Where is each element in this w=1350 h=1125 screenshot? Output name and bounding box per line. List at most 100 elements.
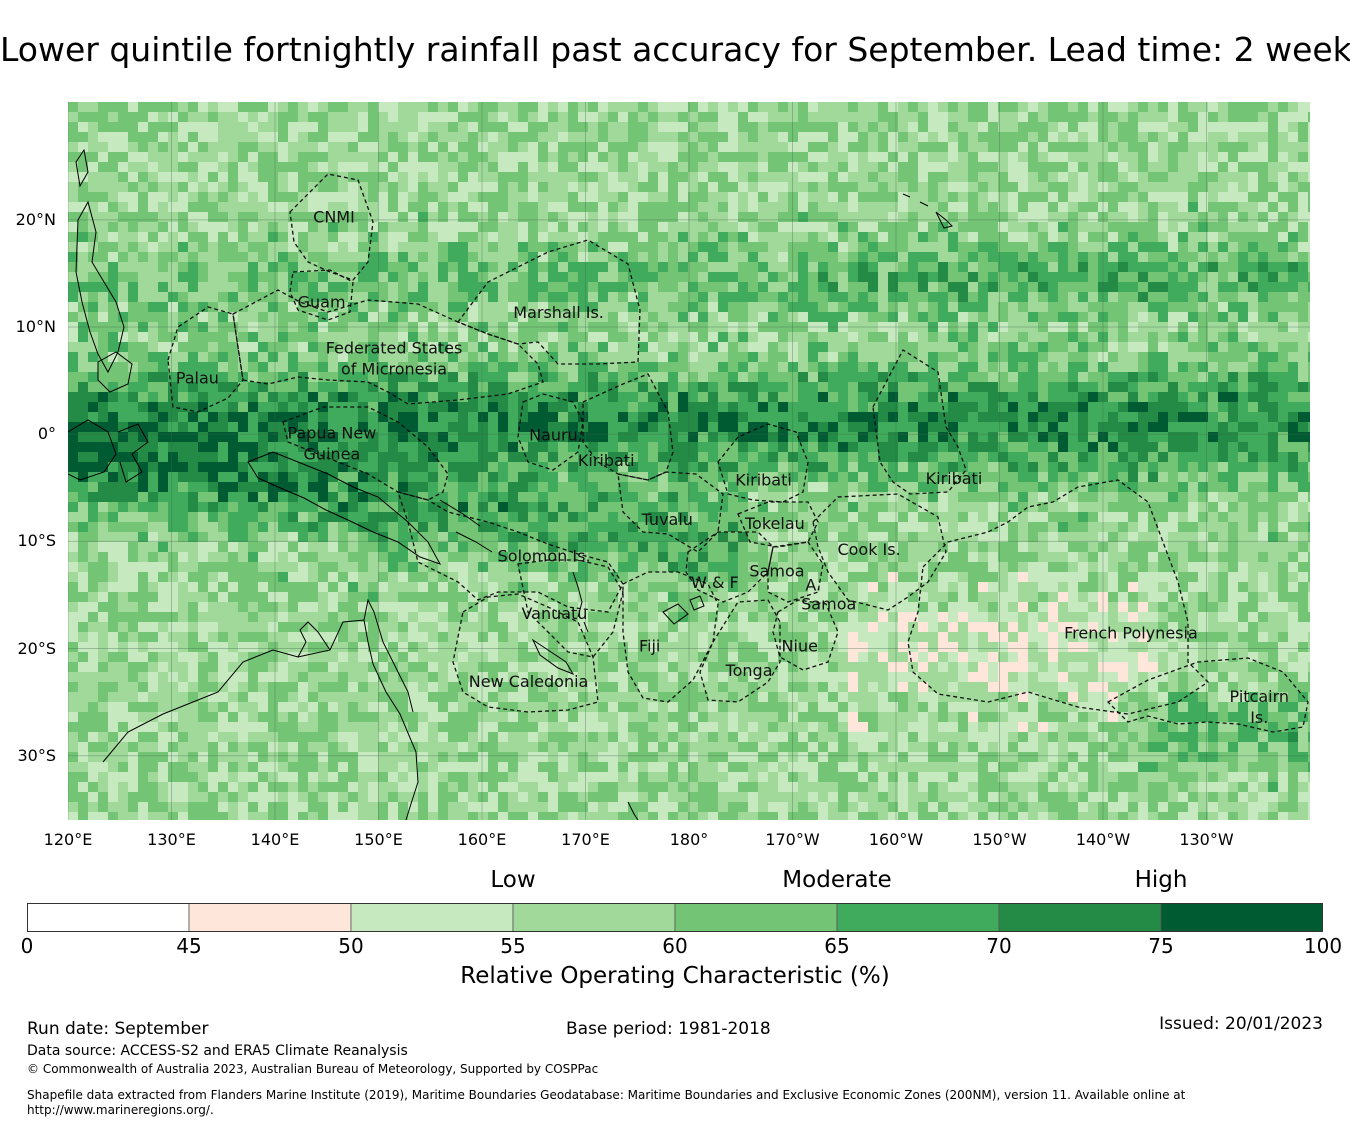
grid-cell <box>468 272 478 282</box>
grid-cell <box>588 132 598 142</box>
grid-cell <box>718 492 728 502</box>
grid-cell <box>1208 452 1218 462</box>
grid-cell <box>268 132 278 142</box>
grid-cell <box>238 292 248 302</box>
grid-cell <box>1278 162 1288 172</box>
grid-cell <box>328 252 338 262</box>
grid-cell <box>258 262 268 272</box>
grid-cell <box>178 112 188 122</box>
grid-cell <box>488 432 498 442</box>
grid-cell <box>1148 212 1158 222</box>
grid-cell <box>1228 222 1238 232</box>
grid-cell <box>858 242 868 252</box>
grid-cell <box>508 342 518 352</box>
grid-cell <box>1128 122 1138 132</box>
grid-cell <box>1218 352 1228 362</box>
grid-cell <box>1258 132 1268 142</box>
grid-cell <box>1248 132 1258 142</box>
grid-cell <box>788 102 798 112</box>
grid-cell <box>508 312 518 322</box>
grid-cell <box>498 352 508 362</box>
grid-cell <box>978 312 988 322</box>
grid-cell <box>838 132 848 142</box>
grid-cell <box>1158 332 1168 342</box>
grid-cell <box>1148 202 1158 212</box>
grid-cell <box>458 102 468 112</box>
grid-cell <box>508 282 518 292</box>
grid-cell <box>158 392 168 402</box>
grid-cell <box>1058 222 1068 232</box>
grid-cell <box>318 182 328 192</box>
grid-cell <box>918 442 928 452</box>
grid-cell <box>1158 342 1168 352</box>
grid-cell <box>858 152 868 162</box>
grid-cell <box>578 142 588 152</box>
grid-cell <box>138 282 148 292</box>
grid-cell <box>1028 142 1038 152</box>
grid-cell <box>1168 192 1178 202</box>
grid-cell <box>1038 322 1048 332</box>
grid-cell <box>1258 412 1268 422</box>
grid-cell <box>928 242 938 252</box>
grid-cell <box>538 302 548 312</box>
grid-cell <box>768 432 778 442</box>
grid-cell <box>708 142 718 152</box>
grid-cell <box>1158 112 1168 122</box>
grid-cell <box>1018 282 1028 292</box>
grid-cell <box>858 272 868 282</box>
grid-cell <box>268 272 278 282</box>
grid-cell <box>68 402 78 412</box>
grid-cell <box>108 312 118 322</box>
grid-cell <box>1178 332 1188 342</box>
grid-cell <box>538 492 548 502</box>
grid-cell <box>1078 432 1088 442</box>
grid-cell <box>408 192 418 202</box>
grid-cell <box>768 112 778 122</box>
grid-cell <box>198 372 208 382</box>
grid-cell <box>428 172 438 182</box>
grid-cell <box>1228 392 1238 402</box>
grid-cell <box>178 212 188 222</box>
grid-cell <box>1098 212 1108 222</box>
grid-cell <box>1068 152 1078 162</box>
grid-cell <box>968 242 978 252</box>
grid-cell <box>68 452 78 462</box>
grid-cell <box>458 202 468 212</box>
grid-cell <box>1248 402 1258 412</box>
grid-cell <box>818 232 828 242</box>
grid-cell <box>1188 342 1198 352</box>
grid-cell <box>1308 102 1310 112</box>
grid-cell <box>128 332 138 342</box>
grid-cell <box>128 432 138 442</box>
grid-cell <box>258 382 268 392</box>
grid-cell <box>948 172 958 182</box>
grid-cell <box>1078 202 1088 212</box>
grid-cell <box>788 382 798 392</box>
grid-cell <box>908 222 918 232</box>
grid-cell <box>708 412 718 422</box>
grid-cell <box>888 422 898 432</box>
grid-cell <box>498 372 508 382</box>
grid-cell <box>938 262 948 272</box>
grid-cell <box>698 302 708 312</box>
grid-cell <box>1088 262 1098 272</box>
grid-cell <box>1228 122 1238 132</box>
grid-cell <box>228 452 238 462</box>
grid-cell <box>318 392 328 402</box>
grid-cell <box>668 292 678 302</box>
grid-cell <box>668 242 678 252</box>
grid-cell <box>358 232 368 242</box>
grid-cell <box>1248 412 1258 422</box>
grid-cell <box>978 262 988 272</box>
grid-cell <box>878 252 888 262</box>
grid-cell <box>1058 142 1068 152</box>
grid-cell <box>1078 302 1088 312</box>
grid-cell <box>688 352 698 362</box>
grid-cell <box>518 182 528 192</box>
grid-cell <box>298 392 308 402</box>
grid-cell <box>688 332 698 342</box>
grid-cell <box>808 132 818 142</box>
grid-cell <box>1228 142 1238 152</box>
grid-cell <box>588 252 598 262</box>
grid-cell <box>118 472 128 482</box>
